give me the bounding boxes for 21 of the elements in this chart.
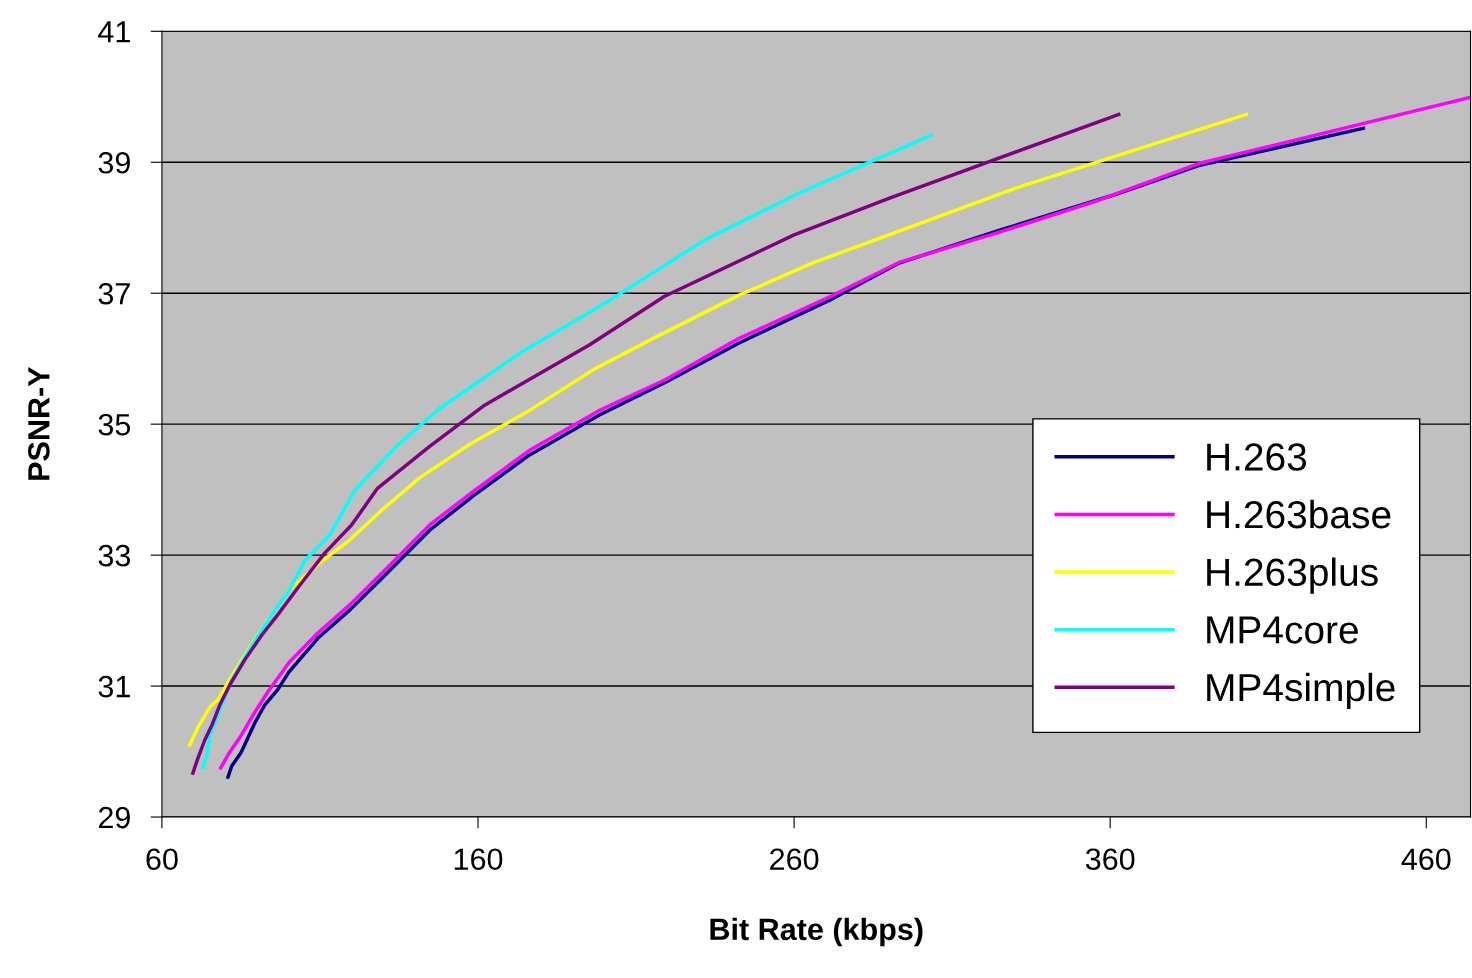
legend-label: H.263 bbox=[1207, 443, 1307, 471]
legend-label: H.263plus bbox=[1207, 557, 1378, 594]
legend-label: MP4simple bbox=[1207, 672, 1395, 710]
y-tick-label: 33 bbox=[98, 544, 131, 567]
line-series bbox=[201, 133, 933, 769]
y-axis-title: PSNR-Y bbox=[28, 366, 50, 480]
x-tick-label: 460 bbox=[1401, 848, 1451, 871]
y-tick-label: 31 bbox=[98, 675, 130, 698]
line-series bbox=[191, 112, 1121, 775]
y-tick-label: 29 bbox=[98, 806, 130, 829]
y-tick-label: 39 bbox=[98, 151, 130, 174]
x-tick-label: 360 bbox=[1085, 848, 1135, 871]
y-tick-label: 37 bbox=[98, 282, 130, 305]
x-tick-label: 260 bbox=[770, 848, 819, 871]
legend-label: H.263base bbox=[1207, 499, 1391, 529]
y-tick-label: 41 bbox=[98, 21, 130, 43]
legend-label: MP4core bbox=[1207, 616, 1358, 644]
x-axis-title: Bit Rate (kbps) bbox=[710, 917, 923, 947]
x-tick-label: 160 bbox=[454, 848, 503, 871]
x-tick-label: 60 bbox=[146, 848, 178, 871]
y-tick-label: 35 bbox=[98, 413, 131, 436]
